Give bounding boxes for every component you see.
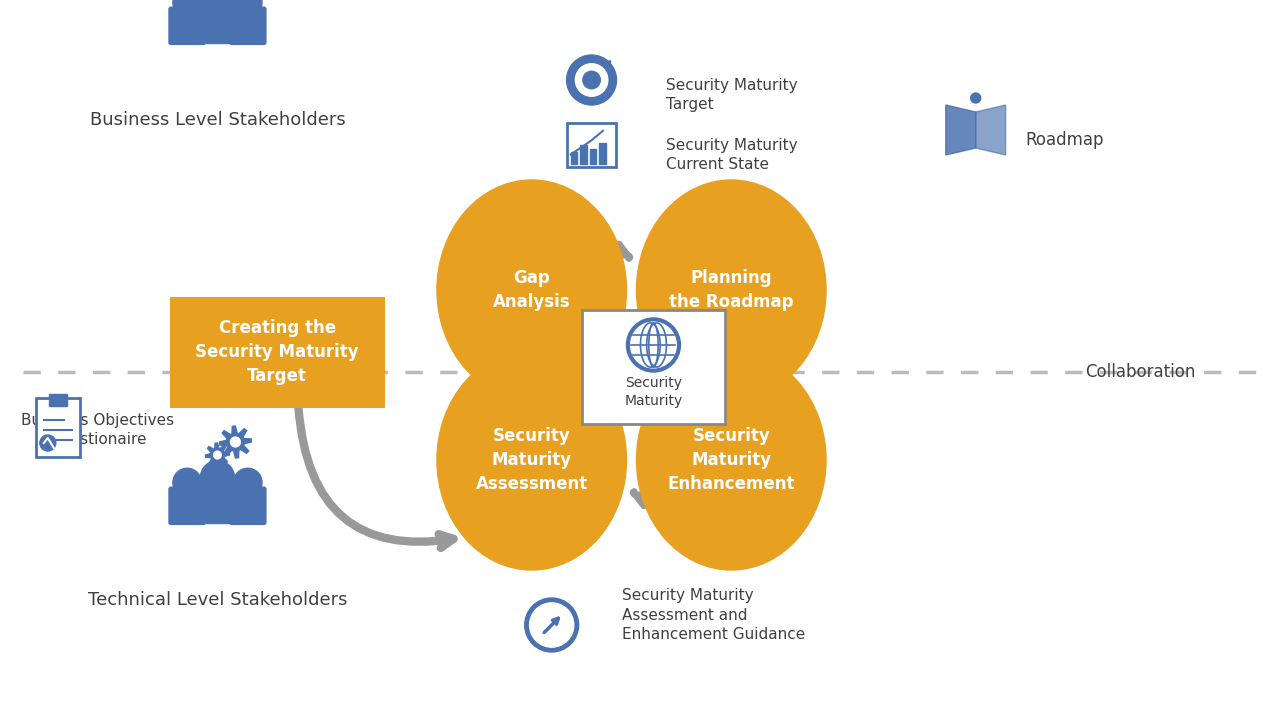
FancyBboxPatch shape — [169, 487, 205, 524]
Text: Security
Maturity
Enhancement: Security Maturity Enhancement — [667, 428, 795, 492]
Circle shape — [627, 319, 680, 371]
Text: Business Objectives
Questionaire: Business Objectives Questionaire — [22, 413, 174, 447]
Ellipse shape — [436, 180, 626, 400]
Circle shape — [567, 55, 617, 105]
Polygon shape — [975, 105, 1006, 155]
Text: Technical Level Stakeholders: Technical Level Stakeholders — [88, 591, 347, 609]
Polygon shape — [219, 426, 251, 458]
Circle shape — [173, 468, 201, 497]
Circle shape — [40, 435, 56, 451]
Text: Security Maturity
Target: Security Maturity Target — [667, 78, 797, 112]
Text: Collaboration: Collaboration — [1085, 363, 1196, 381]
Circle shape — [582, 71, 600, 89]
Polygon shape — [946, 105, 975, 155]
Text: Gap
Analysis: Gap Analysis — [493, 269, 571, 311]
Circle shape — [214, 451, 221, 459]
FancyArrowPatch shape — [513, 352, 531, 392]
Circle shape — [173, 0, 201, 17]
Ellipse shape — [636, 180, 826, 400]
Text: Business Level Stakeholders: Business Level Stakeholders — [90, 111, 346, 129]
Bar — [599, 143, 605, 164]
Circle shape — [230, 437, 241, 447]
FancyBboxPatch shape — [196, 482, 239, 523]
Text: Security Maturity
Current State: Security Maturity Current State — [667, 138, 797, 172]
FancyBboxPatch shape — [169, 297, 385, 408]
FancyArrowPatch shape — [634, 492, 649, 506]
Circle shape — [970, 93, 980, 103]
FancyBboxPatch shape — [229, 487, 266, 524]
FancyBboxPatch shape — [581, 310, 726, 424]
Circle shape — [576, 64, 608, 96]
Circle shape — [233, 468, 262, 497]
Text: Security
Maturity: Security Maturity — [625, 377, 682, 408]
Circle shape — [201, 0, 234, 15]
FancyBboxPatch shape — [196, 1, 239, 43]
Ellipse shape — [436, 350, 626, 570]
Bar — [571, 152, 577, 164]
Circle shape — [201, 461, 234, 495]
Circle shape — [233, 0, 262, 17]
FancyArrowPatch shape — [732, 358, 749, 398]
Circle shape — [530, 603, 573, 647]
FancyBboxPatch shape — [229, 7, 266, 45]
Circle shape — [525, 598, 579, 652]
Ellipse shape — [636, 350, 826, 570]
Text: Planning
the Roadmap: Planning the Roadmap — [669, 269, 794, 311]
Bar — [580, 145, 586, 164]
FancyBboxPatch shape — [169, 7, 205, 45]
FancyBboxPatch shape — [49, 394, 67, 406]
Text: Creating the
Security Maturity
Target: Creating the Security Maturity Target — [196, 320, 360, 384]
Text: Security Maturity
Assessment and
Enhancement Guidance: Security Maturity Assessment and Enhance… — [622, 588, 805, 642]
FancyArrowPatch shape — [298, 408, 453, 548]
Polygon shape — [206, 443, 229, 467]
Circle shape — [631, 322, 676, 368]
Text: Security
Maturity
Assessment: Security Maturity Assessment — [476, 428, 588, 492]
FancyArrowPatch shape — [613, 244, 630, 258]
FancyBboxPatch shape — [36, 398, 79, 457]
Bar — [590, 149, 596, 164]
Text: Roadmap: Roadmap — [1025, 131, 1105, 149]
FancyBboxPatch shape — [567, 123, 616, 167]
